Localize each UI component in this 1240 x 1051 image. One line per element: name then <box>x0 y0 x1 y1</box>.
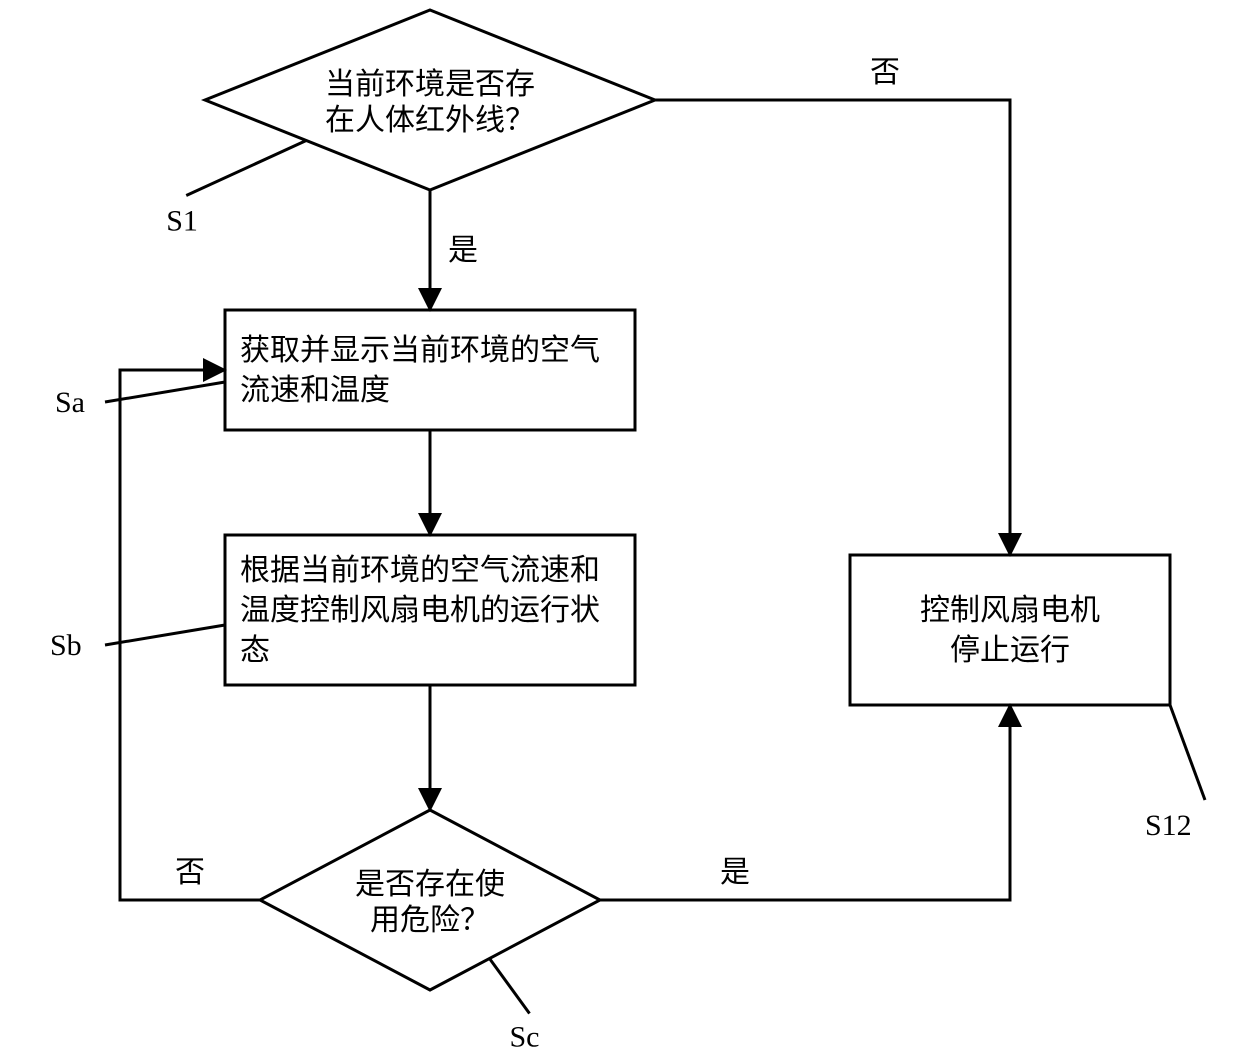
label-sa: Sa <box>55 386 85 419</box>
label-yes1: 是 <box>448 234 478 267</box>
label-sb: Sb <box>50 629 82 662</box>
leader-s12 <box>1170 705 1205 800</box>
leader-sa <box>105 382 225 402</box>
svg-text:温度控制风扇电机的运行状: 温度控制风扇电机的运行状 <box>240 594 600 627</box>
process-sb: 根据当前环境的空气流速和 温度控制风扇电机的运行状 态 <box>225 535 635 685</box>
leader-sc <box>490 959 530 1014</box>
label-s12: S12 <box>1145 809 1192 842</box>
svg-text:当前环境是否存: 当前环境是否存 <box>325 68 535 101</box>
svg-text:控制风扇电机: 控制风扇电机 <box>920 594 1100 627</box>
svg-text:态: 态 <box>240 634 270 667</box>
label-sc: Sc <box>510 1021 540 1051</box>
flowchart-svg: 当前环境是否存 在人体红外线？ 获取并显示当前环境的空气 流速和温度 根据当前环… <box>0 0 1240 1051</box>
decision-s1: 当前环境是否存 在人体红外线？ <box>205 10 655 190</box>
leader-s1 <box>186 141 306 196</box>
svg-text:获取并显示当前环境的空气: 获取并显示当前环境的空气 <box>240 334 600 367</box>
label-s1: S1 <box>166 205 198 238</box>
svg-text:停止运行: 停止运行 <box>950 634 1070 667</box>
process-sa: 获取并显示当前环境的空气 流速和温度 <box>225 310 635 430</box>
edge-d1-no <box>655 100 1010 555</box>
process-s12: 控制风扇电机 停止运行 <box>850 555 1170 705</box>
edge-d2-yes <box>600 705 1010 900</box>
label-no1: 否 <box>870 56 900 89</box>
svg-text:流速和温度: 流速和温度 <box>240 374 390 407</box>
svg-text:根据当前环境的空气流速和: 根据当前环境的空气流速和 <box>240 554 600 587</box>
edge-d2-no <box>120 370 260 900</box>
decision-sc: 是否存在使 用危险？ <box>260 810 600 990</box>
svg-text:是否存在使: 是否存在使 <box>355 868 505 901</box>
label-yes2: 是 <box>720 856 750 889</box>
svg-text:在人体红外线？: 在人体红外线？ <box>325 104 535 137</box>
leader-sb <box>105 625 225 645</box>
label-no2: 否 <box>175 856 205 889</box>
svg-text:用危险？: 用危险？ <box>370 904 490 937</box>
